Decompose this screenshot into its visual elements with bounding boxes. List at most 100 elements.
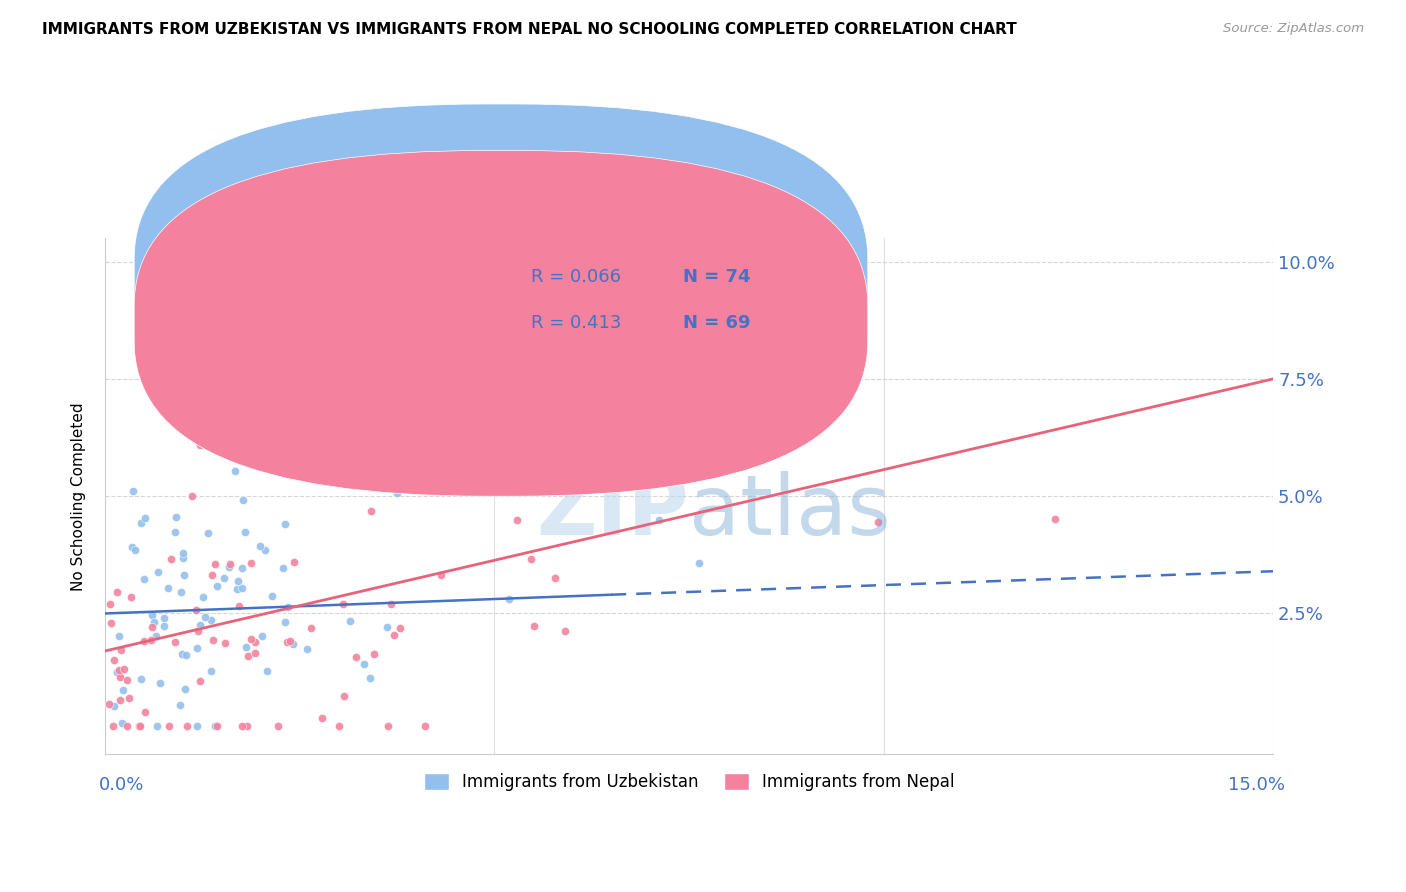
Point <box>360 504 382 518</box>
Text: IMMIGRANTS FROM UZBEKISTAN VS IMMIGRANTS FROM NEPAL NO SCHOOLING COMPLETED CORRE: IMMIGRANTS FROM UZBEKISTAN VS IMMIGRANTS… <box>42 22 1017 37</box>
Point <box>380 597 402 611</box>
Point <box>201 567 224 582</box>
Point <box>544 571 567 585</box>
Point <box>218 559 240 574</box>
Point <box>254 543 277 558</box>
Point <box>377 719 399 733</box>
Point <box>131 516 153 530</box>
Y-axis label: No Schooling Completed: No Schooling Completed <box>72 402 86 591</box>
Point <box>103 698 125 713</box>
Point <box>398 473 420 487</box>
Point <box>141 608 163 623</box>
Point <box>243 635 266 649</box>
Point <box>202 632 225 647</box>
Point <box>117 691 139 706</box>
Point <box>385 485 408 500</box>
Point <box>153 619 176 633</box>
Point <box>141 620 163 634</box>
Text: N = 69: N = 69 <box>683 314 751 333</box>
Point <box>108 663 131 677</box>
Point <box>359 671 381 685</box>
Text: R = 0.413: R = 0.413 <box>531 314 621 333</box>
Point <box>299 622 322 636</box>
Point <box>163 524 186 539</box>
Text: Source: ZipAtlas.com: Source: ZipAtlas.com <box>1223 22 1364 36</box>
Point <box>184 603 207 617</box>
Point <box>160 552 183 566</box>
Point <box>190 617 212 632</box>
Point <box>554 624 576 639</box>
Point <box>194 610 217 624</box>
Point <box>224 464 246 478</box>
Point <box>363 647 385 661</box>
Legend: Immigrants from Uzbekistan, Immigrants from Nepal: Immigrants from Uzbekistan, Immigrants f… <box>418 766 962 797</box>
Point <box>112 662 135 676</box>
Point <box>520 552 543 566</box>
Point <box>240 556 263 570</box>
Point <box>382 628 405 642</box>
Point <box>188 673 211 688</box>
Point <box>115 719 138 733</box>
Point <box>105 665 128 680</box>
Point <box>122 484 145 499</box>
Point <box>141 633 163 648</box>
Point <box>173 567 195 582</box>
Point <box>375 619 398 633</box>
Point <box>235 719 257 733</box>
Point <box>214 636 236 650</box>
Point <box>389 621 412 635</box>
Point <box>204 719 226 733</box>
Point <box>120 591 142 605</box>
Text: 0.0%: 0.0% <box>100 776 145 794</box>
Point <box>134 572 156 586</box>
Point <box>129 672 152 686</box>
FancyBboxPatch shape <box>134 104 868 450</box>
Point <box>281 637 304 651</box>
Point <box>271 561 294 575</box>
Point <box>134 511 156 525</box>
Point <box>108 629 131 643</box>
Point <box>339 614 361 628</box>
Point <box>1043 512 1066 526</box>
Point <box>145 629 167 643</box>
Point <box>188 437 211 451</box>
Point <box>353 657 375 672</box>
Point <box>100 615 122 630</box>
Text: atlas: atlas <box>689 471 891 552</box>
Point <box>134 705 156 719</box>
Point <box>121 540 143 554</box>
Point <box>226 574 249 589</box>
Point <box>332 689 354 703</box>
Point <box>186 719 208 733</box>
Point <box>413 719 436 733</box>
Point <box>172 546 194 560</box>
Point <box>174 648 197 662</box>
Point <box>108 670 131 684</box>
Point <box>233 524 256 539</box>
Point <box>408 420 430 434</box>
Point <box>191 591 214 605</box>
Point <box>159 719 181 733</box>
Point <box>648 513 671 527</box>
Point <box>688 557 710 571</box>
Point <box>274 455 297 469</box>
Point <box>149 676 172 690</box>
Point <box>207 579 229 593</box>
Point <box>276 634 298 648</box>
FancyBboxPatch shape <box>456 249 830 351</box>
Point <box>153 611 176 625</box>
Point <box>111 683 134 698</box>
Point <box>200 664 222 678</box>
Point <box>274 615 297 630</box>
Point <box>430 568 453 582</box>
Point <box>176 719 198 733</box>
Point <box>226 582 249 596</box>
Point <box>197 526 219 541</box>
Point <box>148 565 170 579</box>
Point <box>252 629 274 643</box>
Point <box>232 492 254 507</box>
Point <box>117 673 139 688</box>
Point <box>868 516 890 530</box>
Point <box>181 489 204 503</box>
Text: N = 74: N = 74 <box>683 268 751 285</box>
